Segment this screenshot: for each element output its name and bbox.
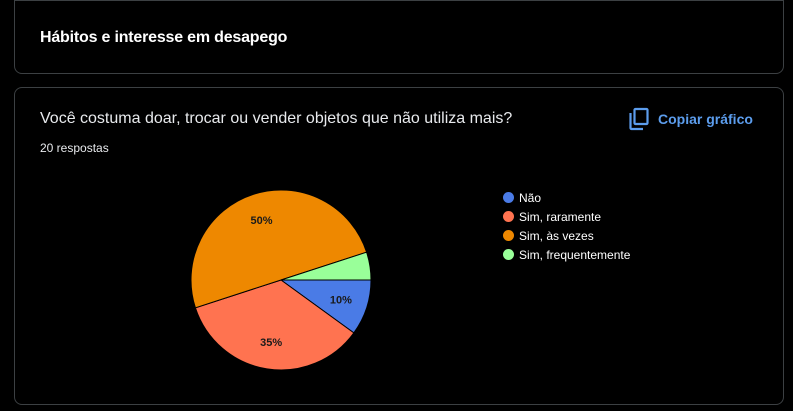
pie-label-sim-as-vezes: 50% <box>251 215 273 227</box>
legend-label: Sim, frequentemente <box>519 247 631 262</box>
question-title: Você costuma doar, trocar ou vender obje… <box>40 110 513 127</box>
pie-slice-sim-raramente[interactable] <box>194 279 355 371</box>
legend-item-nao[interactable]: Não <box>503 188 630 207</box>
response-count: 20 respostas <box>40 141 109 155</box>
copy-chart-label: Copiar gráfico <box>658 111 753 127</box>
pie-label-sim-raramente: 35% <box>260 337 282 349</box>
legend-swatch <box>503 192 514 203</box>
legend-label: Não <box>519 190 542 205</box>
section-header-card: Hábitos e interesse em desapego <box>14 0 784 74</box>
question-card: Você costuma doar, trocar ou vender obje… <box>14 87 784 405</box>
legend-swatch <box>503 211 514 222</box>
pie-slice-sim-frequentemente[interactable] <box>280 251 372 281</box>
copy-chart-button[interactable]: Copiar gráfico <box>628 107 753 131</box>
legend-label: Sim, raramente <box>519 209 602 224</box>
legend-item-sim-as-vezes[interactable]: Sim, às vezes <box>503 226 630 245</box>
chart-legend: Não Sim, raramente Sim, às vezes Sim, frequ… <box>503 188 630 264</box>
copy-icon <box>628 107 650 131</box>
pie-chart: 10% 35% 50% <box>190 189 372 371</box>
legend-swatch <box>503 249 514 260</box>
pie-slice-sim-as-vezes[interactable] <box>190 189 368 309</box>
legend-label: Sim, às vezes <box>519 228 594 243</box>
section-title: Hábitos e interesse em desapego <box>40 29 288 46</box>
pie-label-nao: 10% <box>330 294 352 306</box>
legend-item-sim-frequentemente[interactable]: Sim, frequentemente <box>503 245 630 264</box>
legend-swatch <box>503 230 514 241</box>
legend-item-sim-raramente[interactable]: Sim, raramente <box>503 207 630 226</box>
